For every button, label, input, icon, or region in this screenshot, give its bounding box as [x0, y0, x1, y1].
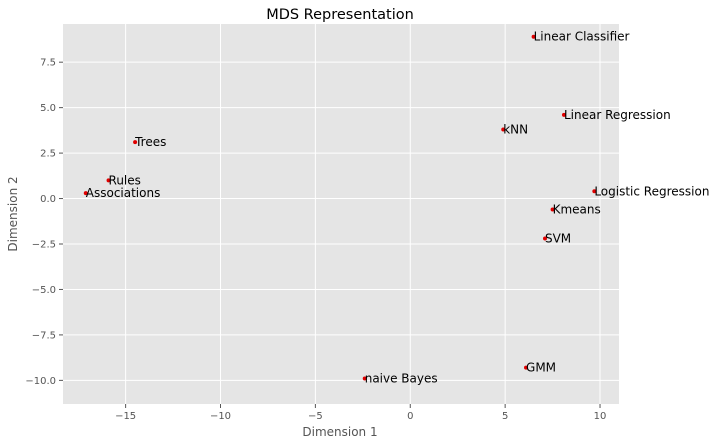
point-label: Trees: [134, 135, 166, 149]
data-point: [524, 365, 529, 370]
data-point: [133, 140, 138, 145]
data-point: [550, 207, 555, 212]
y-axis-ticks: −10.0 −7.5 −5.0 −2.5 0.0 2.5 5.0 7.5: [25, 58, 63, 387]
data-point: [531, 34, 536, 39]
point-label: Linear Classifier: [534, 30, 630, 44]
data-point: [542, 236, 547, 241]
y-tick-label: 2.5: [40, 149, 56, 160]
data-point: [501, 127, 506, 132]
point-label: Logistic Regression: [594, 184, 709, 198]
point-label: Associations: [86, 186, 161, 200]
point-label: kNN: [503, 122, 528, 136]
y-tick-label: −5.0: [32, 285, 56, 296]
data-point: [592, 189, 597, 194]
y-tick-label: 5.0: [40, 103, 56, 114]
plot-area: [63, 24, 619, 404]
y-tick-label: 0.0: [40, 194, 56, 205]
data-points: Linear Classifier Linear Regression kNN Tre…: [83, 30, 709, 386]
grid-lines: [63, 24, 619, 404]
point-label: naive Bayes: [365, 372, 438, 386]
data-point: [561, 112, 566, 117]
x-axis-ticks: −15 −10 −5 0 5 10: [115, 404, 606, 422]
point-label: Kmeans: [553, 202, 601, 216]
y-tick-label: 7.5: [40, 58, 56, 69]
data-point: [362, 376, 367, 381]
y-axis-label: Dimension 2: [6, 176, 20, 251]
point-label: SVM: [545, 232, 571, 246]
y-tick-label: −2.5: [32, 240, 56, 251]
data-point: [83, 191, 88, 196]
chart-title: MDS Representation: [266, 7, 414, 23]
point-label: GMM: [526, 361, 556, 375]
x-axis-label: Dimension 1: [302, 425, 377, 439]
x-tick-label: −10: [210, 411, 231, 422]
y-tick-label: −10.0: [25, 376, 56, 387]
x-tick-label: 0: [407, 411, 413, 422]
point-label: Linear Regression: [564, 108, 671, 122]
x-tick-label: 10: [594, 411, 607, 422]
data-point: [106, 178, 111, 183]
x-tick-label: −5: [308, 411, 323, 422]
point-label: Rules: [109, 173, 141, 187]
x-tick-label: 5: [502, 411, 508, 422]
x-tick-label: −15: [115, 411, 136, 422]
y-tick-label: −7.5: [32, 330, 56, 341]
